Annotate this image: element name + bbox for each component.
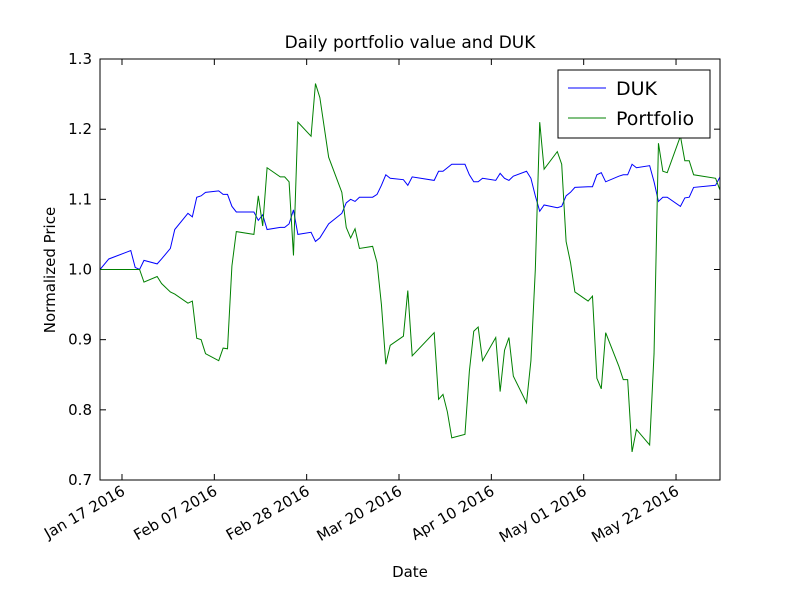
y-tick-label: 0.8	[68, 401, 92, 419]
axes-frame	[99, 58, 721, 481]
plot-area	[100, 83, 720, 453]
y-tick-label: 1.0	[68, 261, 92, 279]
legend-label: DUK	[616, 78, 658, 100]
data-line	[100, 83, 720, 453]
legend-box	[557, 69, 711, 139]
chart-title: Daily portfolio value and DUK	[285, 33, 537, 53]
y-tick-label: 1.3	[68, 50, 92, 68]
y-axis-label: Normalized Price	[41, 207, 59, 333]
x-axis-label: Date	[392, 563, 428, 581]
y-tick-label: 0.9	[68, 331, 92, 349]
y-tick-label: 1.1	[68, 190, 92, 208]
legend-label: Portfolio	[616, 108, 694, 130]
y-tick-label: 1.2	[68, 120, 92, 138]
data-line	[100, 163, 720, 271]
y-tick-label: 0.7	[68, 471, 92, 489]
